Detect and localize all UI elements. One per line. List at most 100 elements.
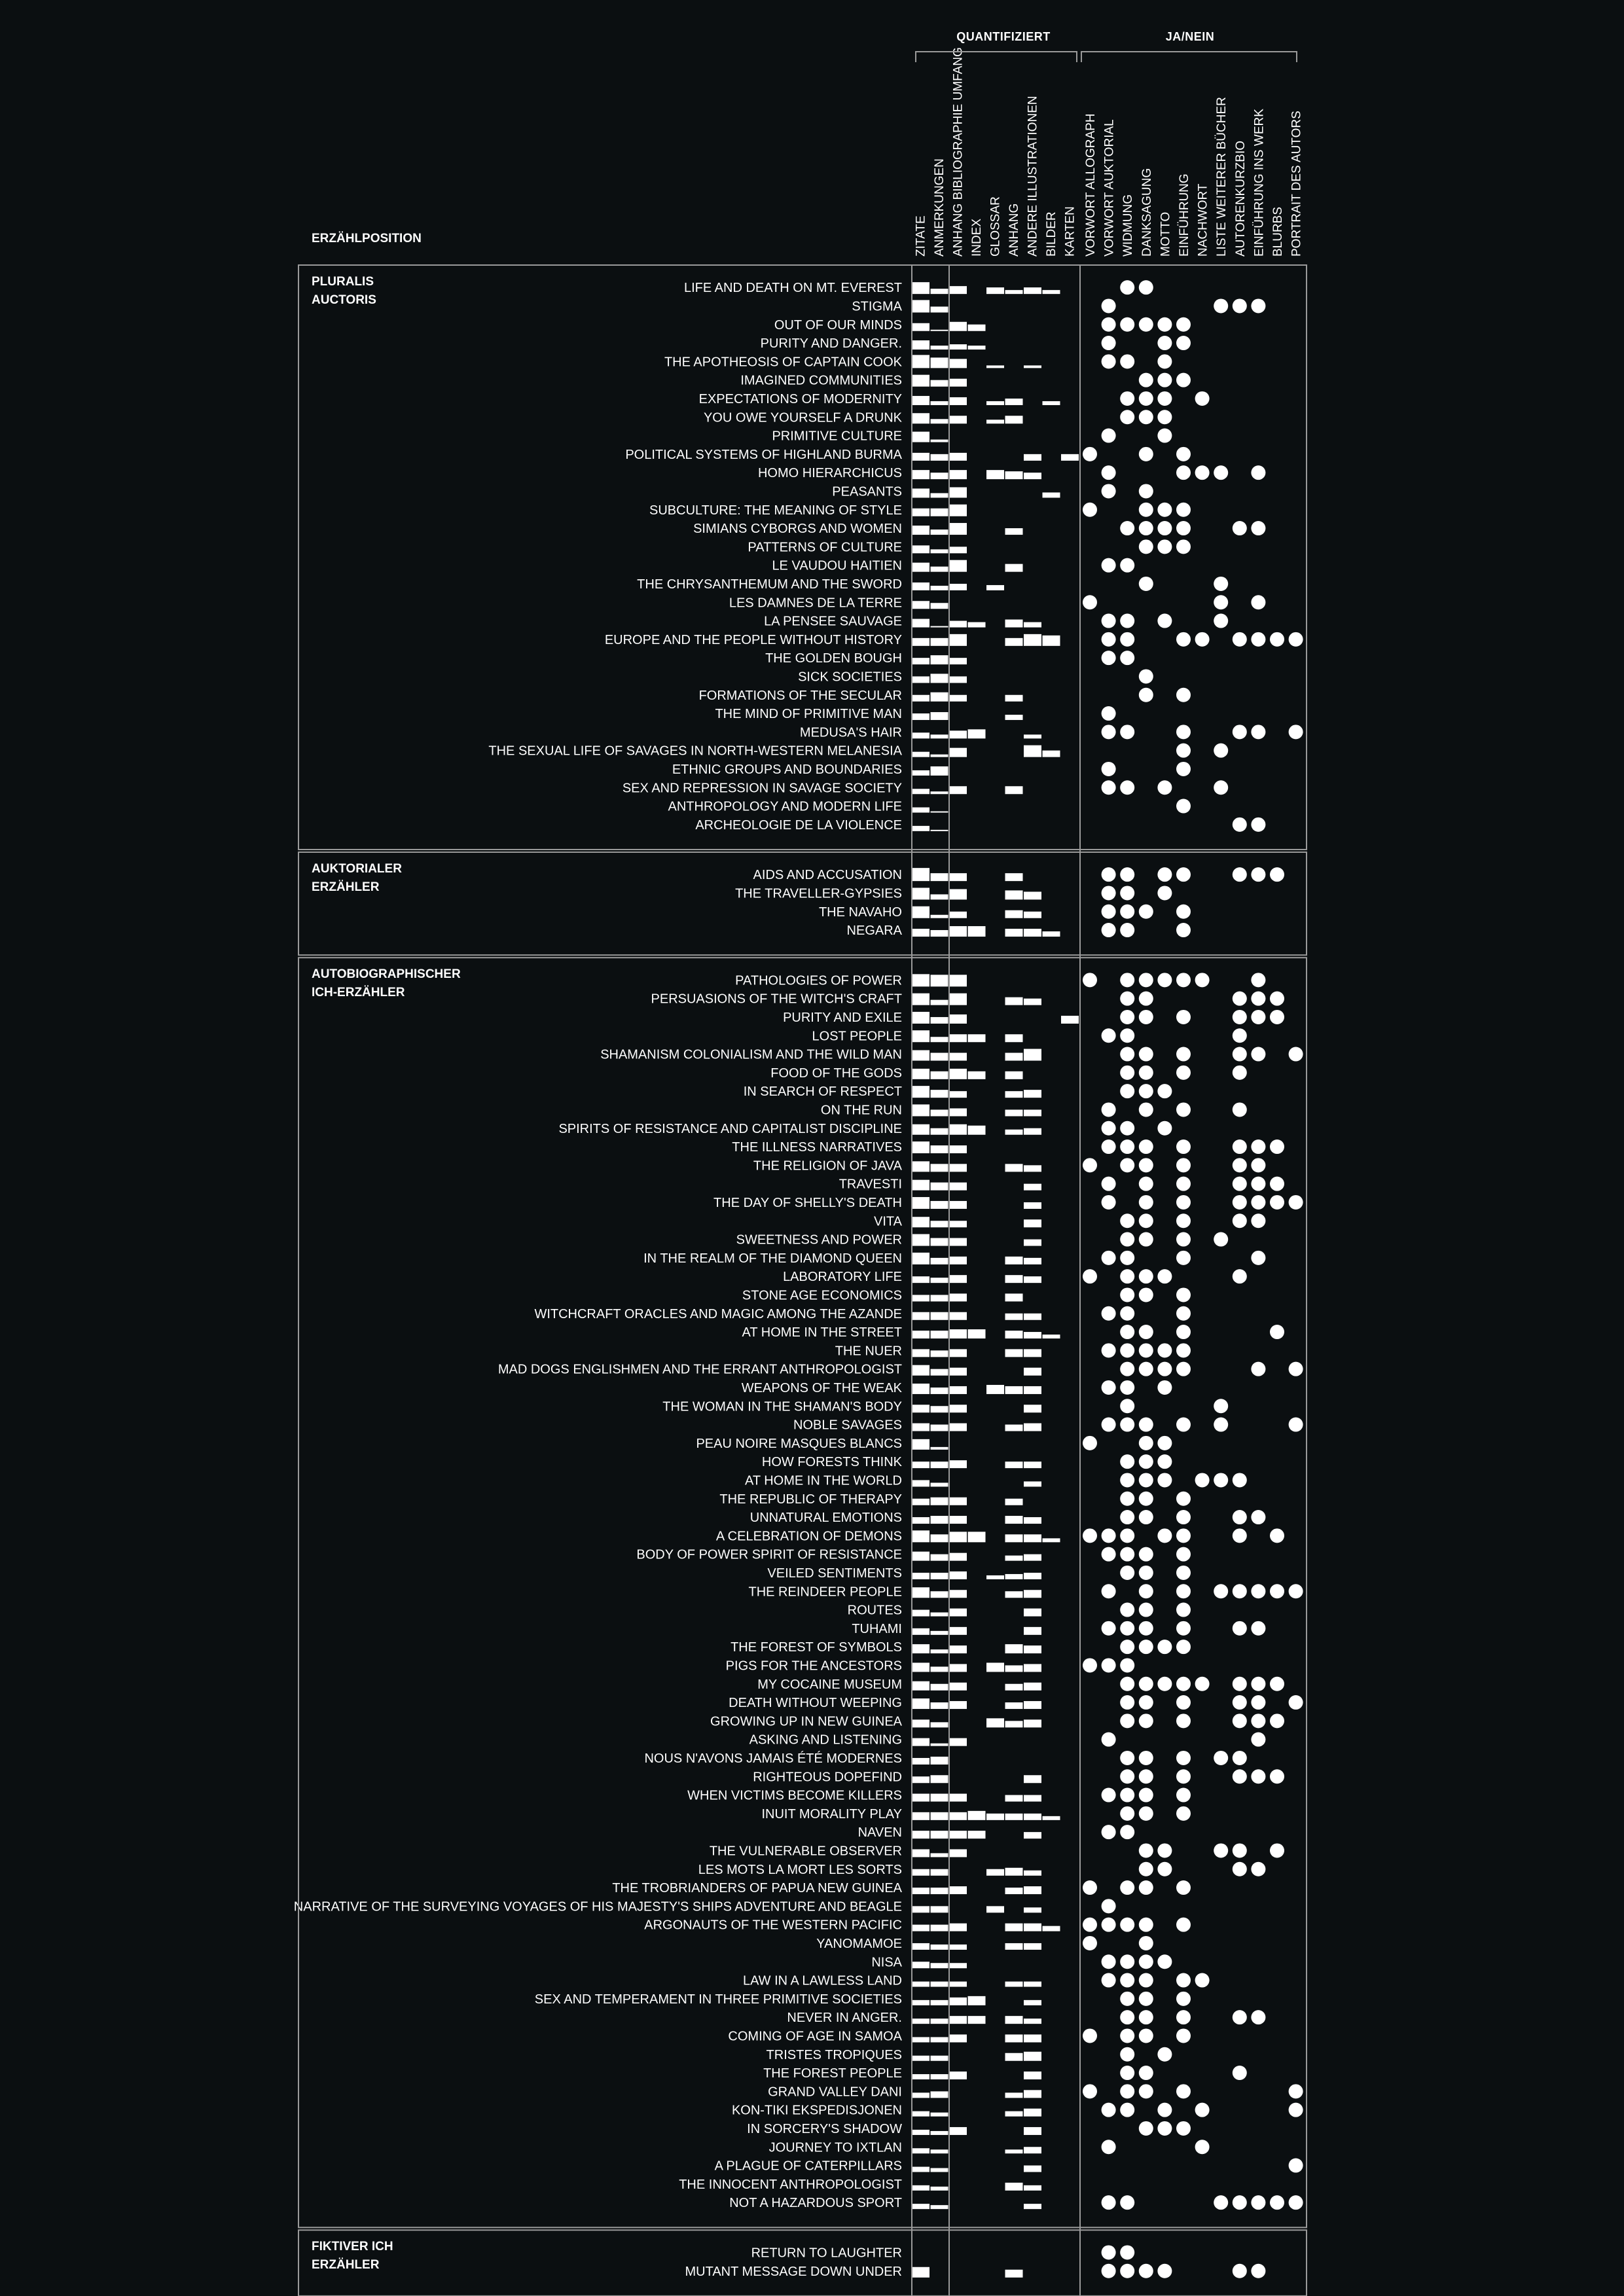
quant-bar bbox=[1042, 1926, 1060, 1931]
quant-bar bbox=[930, 894, 948, 900]
book-title: THE GOLDEN BOUGH bbox=[765, 651, 902, 666]
bool-dot bbox=[1232, 1769, 1247, 1784]
group-label: AUTOBIOGRAPHISCHER ICH-ERZÄHLER bbox=[312, 967, 461, 1000]
bool-dot bbox=[1138, 410, 1153, 425]
bool-dot bbox=[1120, 1954, 1135, 1969]
quant-bar bbox=[912, 1234, 929, 1246]
bool-dot bbox=[1176, 743, 1191, 758]
quant-bar bbox=[912, 2018, 929, 2024]
quant-bar bbox=[1024, 1554, 1041, 1561]
bool-dot bbox=[1138, 576, 1153, 591]
bool-dot bbox=[1138, 521, 1153, 536]
bool-dot bbox=[1120, 1491, 1135, 1506]
quant-bar bbox=[912, 2204, 929, 2210]
bool-dot bbox=[1138, 1232, 1153, 1247]
quant-bar bbox=[912, 2111, 929, 2117]
bool-dot bbox=[1120, 2066, 1135, 2081]
bool-dot bbox=[1176, 1676, 1191, 1691]
quant-bar bbox=[1024, 287, 1041, 295]
bool-dot bbox=[1120, 1880, 1135, 1895]
bool-dot bbox=[1101, 428, 1116, 443]
bool-dot bbox=[1120, 1065, 1135, 1080]
bool-dot bbox=[1232, 1510, 1247, 1525]
quant-bar bbox=[1024, 1870, 1041, 1876]
quant-bar bbox=[986, 1718, 1004, 1728]
bool-dot bbox=[1157, 521, 1172, 536]
bool-col-header: BLURBS bbox=[1271, 207, 1285, 257]
quant-bar bbox=[930, 1554, 948, 1561]
bool-dot bbox=[1251, 1695, 1266, 1710]
book-title: THE REINDEER PEOPLE bbox=[748, 1585, 902, 1599]
bool-dot bbox=[1138, 687, 1153, 702]
quant-bar bbox=[912, 1480, 929, 1487]
bool-dot bbox=[1138, 1861, 1153, 1876]
quant-bar bbox=[930, 549, 948, 554]
bool-dot bbox=[1157, 1954, 1172, 1969]
bool-dot bbox=[1083, 1658, 1097, 1673]
bool-dot bbox=[1270, 1528, 1284, 1543]
bool-dot bbox=[1232, 2010, 1247, 2025]
bool-dot bbox=[1288, 725, 1303, 740]
bool-dot bbox=[1101, 1917, 1116, 1932]
book-title: LOST PEOPLE bbox=[812, 1029, 902, 1043]
bool-dot bbox=[1176, 1695, 1191, 1710]
bool-dot bbox=[1120, 651, 1135, 666]
bool-dot bbox=[1176, 521, 1191, 536]
bool-dot bbox=[1195, 1676, 1210, 1691]
bool-dot bbox=[1288, 1361, 1303, 1376]
quant-bar bbox=[949, 1014, 967, 1024]
bool-dot bbox=[1195, 2102, 1210, 2117]
quant-bar bbox=[930, 2168, 948, 2172]
bool-dot bbox=[1232, 1473, 1247, 1488]
book-title: THE ILLNESS NARRATIVES bbox=[732, 1140, 902, 1155]
bool-dot bbox=[1138, 1565, 1153, 1580]
bool-dot bbox=[1120, 1380, 1135, 1395]
quant-bar bbox=[1005, 2016, 1023, 2024]
quant-bar bbox=[1024, 1332, 1041, 1339]
quant-bar bbox=[930, 1331, 948, 1339]
bool-dot bbox=[1138, 1269, 1153, 1284]
bool-dot bbox=[1101, 761, 1116, 776]
bool-dot bbox=[1270, 1843, 1284, 1858]
bool-dot bbox=[1101, 336, 1116, 351]
quant-bar bbox=[949, 378, 967, 387]
quant-bar bbox=[912, 770, 929, 776]
quant-bar bbox=[912, 1179, 929, 1191]
quant-bar bbox=[930, 2037, 948, 2043]
quant-bar bbox=[949, 1349, 967, 1357]
quant-bar bbox=[1024, 2034, 1041, 2043]
quant-bar bbox=[1005, 1462, 1023, 1469]
bool-dot bbox=[1120, 1139, 1135, 1155]
quant-bar bbox=[1024, 2000, 1041, 2005]
quant-bar bbox=[912, 1719, 929, 1728]
bool-dot bbox=[1176, 687, 1191, 702]
quant-bar bbox=[967, 926, 986, 937]
book-title: SWEETNESS AND POWER bbox=[736, 1233, 902, 1247]
quant-bar bbox=[930, 1612, 948, 1617]
bool-dot bbox=[1101, 725, 1116, 740]
bool-dot bbox=[1251, 1621, 1266, 1636]
bool-dot bbox=[1101, 484, 1116, 499]
book-title: MAD DOGS ENGLISHMEN AND THE ERRANT ANTHR… bbox=[498, 1363, 902, 1377]
quant-bar bbox=[949, 1367, 967, 1376]
quant-bar bbox=[949, 730, 967, 739]
quant-bar bbox=[949, 1329, 967, 1339]
quant-bracket bbox=[915, 51, 1077, 62]
bool-dot bbox=[1176, 1547, 1191, 1562]
bool-dot bbox=[1176, 1102, 1191, 1117]
quant-bar bbox=[1005, 2092, 1023, 2098]
bool-dot bbox=[1101, 1121, 1116, 1136]
bool-dot bbox=[1176, 1213, 1191, 1229]
quant-bar bbox=[912, 1086, 929, 1098]
bool-dot bbox=[1251, 1250, 1266, 1265]
quant-bar bbox=[930, 791, 948, 795]
quant-bar bbox=[1005, 2034, 1023, 2043]
bool-dot bbox=[1083, 1528, 1097, 1543]
quant-bar bbox=[912, 1517, 929, 1524]
bool-dot bbox=[1120, 632, 1135, 647]
bool-dot bbox=[1176, 1806, 1191, 1821]
group-frame bbox=[298, 264, 1307, 850]
quant-bar bbox=[1024, 1183, 1041, 1191]
bool-dot bbox=[1138, 1621, 1153, 1636]
bool-col-header: PORTRAIT DES AUTORS bbox=[1290, 111, 1304, 257]
